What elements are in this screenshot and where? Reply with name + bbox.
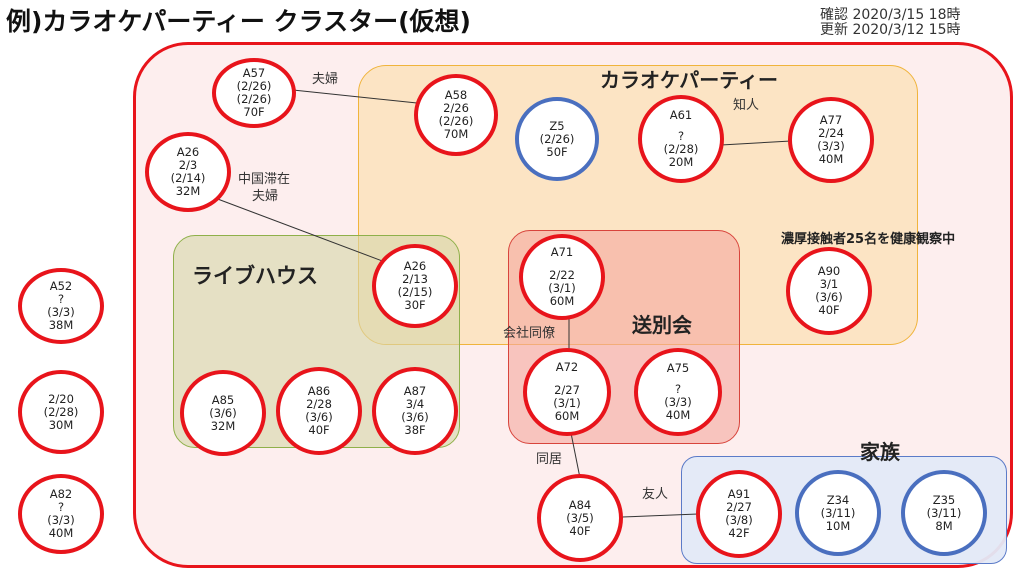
page-title: 例)カラオケパーティー クラスター(仮想) (6, 7, 471, 36)
case-node-a57: A57 (2/26) (2/26) 70F (212, 58, 296, 128)
relation-cohabitant-label: 同居 (536, 452, 563, 467)
case-node-a82: A82? (3/3) 40M (18, 474, 104, 554)
case-node-a77: A77 2/24 (3/3) 40M (788, 97, 874, 183)
relation-china-couple-label: 夫婦 (252, 189, 279, 204)
relation-couple-label: 夫婦 (312, 72, 339, 87)
link-a61-a77 (720, 140, 792, 146)
case-node-a71: A71 2/22 (3/1) 60M (519, 234, 605, 320)
link-a84-a91 (621, 513, 699, 518)
case-node-a52: A52? (3/3) 38M (18, 268, 104, 344)
case-node-a84: A84 (3/5) 40F (537, 474, 623, 562)
contact-node-z35: Z35 (3/11) 8M (901, 470, 987, 556)
karaoke-party-label: カラオケパーティー (600, 68, 778, 92)
case-node-a86: A86 2/28 (3/6) 40F (276, 367, 362, 455)
link-a72-a84 (570, 432, 581, 479)
family-label: 家族 (860, 440, 900, 464)
case-node-a72: A72 2/27 (3/1) 60M (523, 348, 611, 436)
case-node-a87: A87 3/4 (3/6) 38F (372, 367, 458, 455)
case-node-a58: A58 2/26 (2/26) 70M (414, 74, 498, 156)
link-a57-a58 (292, 89, 418, 104)
contact-node-z5: Z5 (2/26) 50F (515, 97, 599, 181)
case-node-a61: A61? (2/28) 20M (638, 95, 724, 183)
farewell-party-label: 送別会 (632, 313, 692, 337)
case-node-a91: A91 2/27 (3/8) 42F (696, 470, 782, 558)
relation-acquaintance-label: 知人 (733, 98, 760, 113)
case-node-a26-husband: A26 2/3 (2/14) 32M (145, 132, 231, 212)
contact-node-z34: Z34 (3/11) 10M (795, 470, 881, 556)
contact-monitoring-note: 濃厚接触者25名を健康観察中 (781, 232, 956, 247)
relation-china-stay-label: 中国滞在 (238, 172, 291, 187)
case-node-unnamed: 2/20 (2/28) 30M (18, 370, 104, 454)
livehouse-label: ライブハウス (192, 264, 318, 288)
link-a26-a26 (214, 197, 386, 263)
case-node-a90: A90 3/1 (3/6) 40F (786, 247, 872, 335)
confirmed-timestamp: 確認 2020/3/15 18時 (820, 7, 961, 23)
updated-timestamp: 更新 2020/3/12 15時 (820, 22, 961, 38)
case-node-a85: A85 (3/6) 32M (180, 370, 266, 456)
relation-friend-label: 友人 (642, 487, 669, 502)
case-node-a26-wife: A26 2/13 (2/15) 30F (372, 244, 458, 328)
relation-coworker-label: 会社同僚 (503, 326, 556, 341)
case-node-a75: A75? (3/3) 40M (634, 348, 722, 436)
